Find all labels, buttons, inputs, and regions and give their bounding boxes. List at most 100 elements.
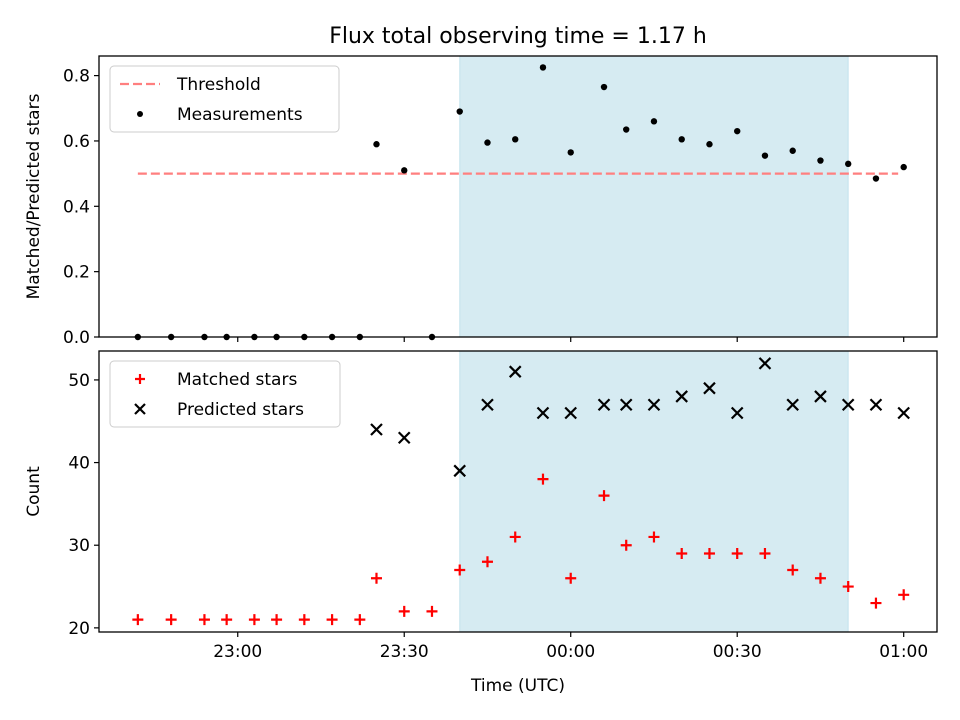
x-tick-label: 00:30 (713, 642, 762, 662)
measurement-point (600, 83, 608, 91)
x-tick-label: 01:00 (879, 642, 928, 662)
predicted-point (453, 464, 467, 478)
predicted-point (397, 431, 411, 445)
matched-point (814, 572, 826, 584)
matched-point (598, 490, 610, 502)
measurement-point (789, 147, 796, 154)
matched-point (198, 614, 210, 626)
matched-point (509, 531, 521, 543)
legend-matched-swatch (135, 374, 145, 384)
measurement-point (845, 160, 852, 168)
measurement-point (373, 141, 380, 148)
matched-point (676, 547, 688, 559)
matched-point (787, 564, 799, 576)
legend-label: Measurements (177, 105, 303, 125)
predicted-point (647, 398, 661, 411)
predicted-point (814, 390, 827, 403)
measurement-point (761, 152, 769, 159)
legend-label: Predicted stars (177, 400, 304, 420)
legend-measurement-swatch (137, 111, 143, 117)
plot-frame (98, 350, 938, 633)
measurement-point (567, 149, 574, 156)
predicted-point (675, 390, 688, 403)
measurement-point (512, 136, 519, 143)
measurement-point (401, 167, 408, 174)
x-tick-label: 23:30 (380, 642, 429, 662)
legend-label: Matched stars (177, 370, 297, 390)
count-panel: 20 30 40 50 23:00 23:30 00:00 00:30 01:00 Count Ti… (24, 350, 938, 696)
y-axis-label: Count (24, 466, 44, 517)
matched-point (354, 614, 366, 626)
y-tick-label: 0.4 (63, 197, 90, 217)
matched-point (165, 614, 177, 626)
predicted-point (786, 398, 799, 411)
matched-point (898, 589, 910, 601)
matched-point (370, 572, 382, 584)
matched-point (703, 547, 715, 559)
matched-point (248, 614, 260, 626)
matched-point (271, 614, 283, 626)
plot-frame (98, 55, 938, 338)
matched-point (759, 547, 771, 559)
predicted-point (536, 406, 550, 420)
legend-box (109, 65, 340, 133)
predicted-point (869, 398, 883, 411)
y-tick-label: 0.0 (63, 328, 90, 348)
matched-point (731, 547, 743, 559)
x-tick-label: 00:00 (546, 642, 595, 662)
matched-point (565, 572, 577, 584)
y-axis-label: Matched/Predicted stars (24, 93, 44, 299)
matched-point (132, 614, 144, 626)
matched-point (481, 556, 493, 568)
x-tick-label: 23:00 (213, 642, 262, 662)
matched-point (454, 564, 466, 576)
predicted-point (703, 381, 716, 395)
measurement-point (456, 108, 463, 115)
predicted-point (564, 406, 577, 420)
predicted-point (730, 406, 744, 420)
legend-predicted-swatch (134, 403, 146, 415)
matched-point (620, 539, 632, 551)
chart-title: Flux total observing time = 1.17 h (329, 24, 707, 49)
measurement-point (650, 118, 658, 125)
matched-point (537, 473, 549, 485)
measurement-point (900, 163, 907, 171)
predicted-point (597, 398, 611, 411)
measurement-point (872, 175, 880, 182)
predicted-point (508, 365, 522, 378)
measurement-point (678, 136, 685, 143)
measurement-point (817, 157, 824, 164)
legend-box (109, 360, 341, 428)
matched-point (426, 605, 438, 617)
predicted-point (758, 357, 772, 370)
predicted-point (619, 398, 633, 411)
measurement-point (539, 64, 547, 71)
y-tick-label: 0.2 (63, 263, 90, 283)
y-tick-label: 0.6 (63, 132, 90, 152)
matched-point (648, 531, 660, 543)
ratio-panel: 0.0 0.2 0.4 0.6 0.8 Matched/Predicted stars Th… (24, 55, 938, 348)
measurement-point (734, 127, 741, 135)
y-tick-label: 50 (68, 371, 90, 391)
legend-label: Threshold (176, 75, 261, 95)
x-axis-label: Time (UTC) (470, 676, 565, 696)
matched-point (870, 597, 882, 609)
matched-point (842, 581, 854, 593)
observing-span (459, 55, 849, 338)
y-tick-label: 0.8 (63, 67, 90, 87)
observing-span (459, 350, 849, 633)
predicted-point (897, 406, 910, 420)
measurement-point (623, 126, 630, 133)
y-tick-label: 20 (68, 619, 90, 639)
matched-point (221, 614, 233, 626)
measurement-point (706, 141, 713, 148)
measurement-point (484, 139, 491, 146)
matched-point (398, 605, 410, 617)
predicted-point (370, 423, 383, 436)
predicted-point (841, 398, 855, 411)
matched-point (298, 614, 310, 626)
y-tick-label: 40 (68, 454, 90, 474)
matched-point (326, 614, 338, 626)
predicted-point (481, 398, 494, 411)
